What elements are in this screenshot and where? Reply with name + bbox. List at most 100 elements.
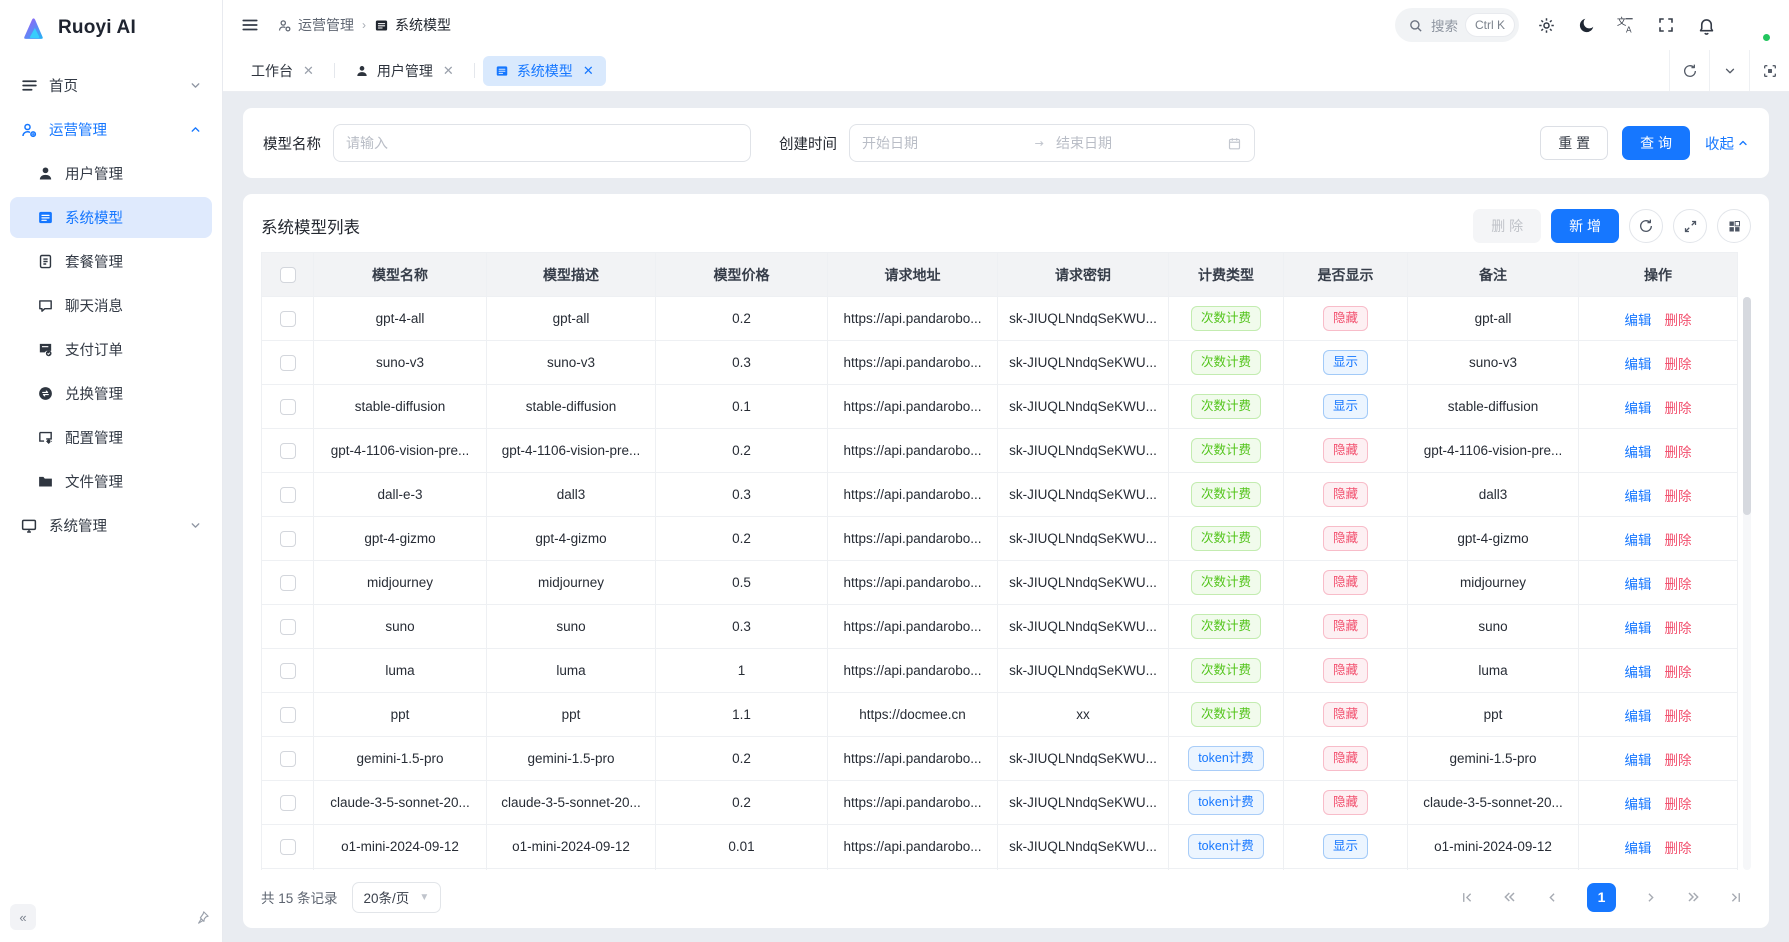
- sidebar-item-payment-orders[interactable]: 支付订单: [10, 329, 212, 370]
- close-icon[interactable]: ✕: [583, 63, 594, 79]
- row-checkbox[interactable]: [280, 575, 296, 591]
- refresh-tab-button[interactable]: [1669, 50, 1709, 91]
- visibility-toggle-badge[interactable]: 隐藏: [1323, 306, 1368, 330]
- visibility-toggle-badge[interactable]: 隐藏: [1323, 438, 1368, 462]
- model-name-input[interactable]: [333, 124, 751, 162]
- sidebar-item-user-management[interactable]: 用户管理: [10, 153, 212, 194]
- visibility-toggle-badge[interactable]: 隐藏: [1323, 702, 1368, 726]
- sidebar-group-system-management[interactable]: 系统管理: [10, 505, 212, 546]
- visibility-toggle-badge[interactable]: 显示: [1323, 350, 1368, 374]
- edit-link[interactable]: 编辑: [1625, 841, 1652, 856]
- tab-system-models[interactable]: 系统模型 ✕: [483, 56, 606, 86]
- row-checkbox[interactable]: [280, 619, 296, 635]
- brand-logo[interactable]: Ruoyi AI: [0, 0, 222, 53]
- edit-link[interactable]: 编辑: [1625, 357, 1652, 372]
- page-size-select[interactable]: 20条/页 ▼: [352, 882, 442, 913]
- page-1-button[interactable]: 1: [1587, 883, 1616, 912]
- sidebar-group-operations[interactable]: 运营管理: [10, 109, 212, 150]
- row-checkbox[interactable]: [280, 707, 296, 723]
- date-range-picker[interactable]: 开始日期 结束日期: [849, 124, 1255, 162]
- row-checkbox[interactable]: [280, 399, 296, 415]
- edit-link[interactable]: 编辑: [1625, 533, 1652, 548]
- table-fullscreen-button[interactable]: [1673, 209, 1707, 243]
- query-button[interactable]: 查 询: [1622, 126, 1690, 160]
- sidebar-collapse-button[interactable]: «: [10, 904, 36, 930]
- notifications-bell-button[interactable]: [1693, 12, 1719, 38]
- prev-jump-button[interactable]: [1502, 889, 1518, 905]
- visibility-toggle-badge[interactable]: 显示: [1323, 834, 1368, 858]
- delete-link[interactable]: 删除: [1665, 401, 1692, 416]
- delete-link[interactable]: 删除: [1665, 665, 1692, 680]
- close-icon[interactable]: ✕: [443, 63, 454, 79]
- refresh-table-button[interactable]: [1629, 209, 1663, 243]
- edit-link[interactable]: 编辑: [1625, 797, 1652, 812]
- dark-mode-moon-button[interactable]: [1573, 12, 1599, 38]
- add-button[interactable]: 新 增: [1551, 209, 1619, 243]
- column-settings-button[interactable]: [1717, 209, 1751, 243]
- sidebar-item-redeem-management[interactable]: 兑换管理: [10, 373, 212, 414]
- row-checkbox[interactable]: [280, 839, 296, 855]
- visibility-toggle-badge[interactable]: 隐藏: [1323, 658, 1368, 682]
- sidebar-item-system-models[interactable]: 系统模型: [10, 197, 212, 238]
- edit-link[interactable]: 编辑: [1625, 313, 1652, 328]
- fullscreen-button[interactable]: [1653, 12, 1679, 38]
- edit-link[interactable]: 编辑: [1625, 709, 1652, 724]
- delete-link[interactable]: 删除: [1665, 709, 1692, 724]
- visibility-toggle-badge[interactable]: 显示: [1323, 394, 1368, 418]
- edit-link[interactable]: 编辑: [1625, 489, 1652, 504]
- row-checkbox[interactable]: [280, 487, 296, 503]
- delete-link[interactable]: 删除: [1665, 445, 1692, 460]
- collapse-filter-link[interactable]: 收起: [1705, 133, 1749, 154]
- tab-menu-chevron-button[interactable]: [1709, 50, 1749, 91]
- settings-gear-button[interactable]: [1533, 12, 1559, 38]
- visibility-toggle-badge[interactable]: 隐藏: [1323, 614, 1368, 638]
- edit-link[interactable]: 编辑: [1625, 621, 1652, 636]
- prev-page-button[interactable]: [1545, 890, 1560, 905]
- delete-link[interactable]: 删除: [1665, 533, 1692, 548]
- close-icon[interactable]: ✕: [303, 63, 314, 79]
- sidebar-item-file-management[interactable]: 文件管理: [10, 461, 212, 502]
- edit-link[interactable]: 编辑: [1625, 445, 1652, 460]
- row-checkbox[interactable]: [280, 355, 296, 371]
- delete-link[interactable]: 删除: [1665, 489, 1692, 504]
- delete-link[interactable]: 删除: [1665, 797, 1692, 812]
- sidebar-item-config-management[interactable]: 配置管理: [10, 417, 212, 458]
- delete-link[interactable]: 删除: [1665, 841, 1692, 856]
- sidebar-item-chat-messages[interactable]: 聊天消息: [10, 285, 212, 326]
- row-checkbox[interactable]: [280, 443, 296, 459]
- edit-link[interactable]: 编辑: [1625, 401, 1652, 416]
- table-scrollbar-thumb[interactable]: [1743, 297, 1751, 515]
- bulk-delete-button[interactable]: 删 除: [1473, 209, 1541, 243]
- edit-link[interactable]: 编辑: [1625, 665, 1652, 680]
- edit-link[interactable]: 编辑: [1625, 753, 1652, 768]
- row-checkbox[interactable]: [280, 311, 296, 327]
- tab-workbench[interactable]: 工作台 ✕: [239, 56, 326, 86]
- row-checkbox[interactable]: [280, 795, 296, 811]
- delete-link[interactable]: 删除: [1665, 313, 1692, 328]
- last-page-button[interactable]: [1728, 890, 1743, 905]
- row-checkbox[interactable]: [280, 531, 296, 547]
- user-avatar[interactable]: [1737, 8, 1771, 42]
- visibility-toggle-badge[interactable]: 隐藏: [1323, 482, 1368, 506]
- delete-link[interactable]: 删除: [1665, 357, 1692, 372]
- delete-link[interactable]: 删除: [1665, 753, 1692, 768]
- reset-button[interactable]: 重 置: [1540, 126, 1608, 160]
- delete-link[interactable]: 删除: [1665, 577, 1692, 592]
- next-page-button[interactable]: [1643, 890, 1658, 905]
- row-checkbox[interactable]: [280, 663, 296, 679]
- sidebar-item-home[interactable]: 首页: [10, 65, 212, 106]
- breadcrumb-parent[interactable]: 运营管理: [277, 15, 354, 35]
- tab-user-management[interactable]: 用户管理 ✕: [343, 56, 466, 86]
- breadcrumb-current[interactable]: 系统模型: [374, 15, 451, 35]
- visibility-toggle-badge[interactable]: 隐藏: [1323, 570, 1368, 594]
- visibility-toggle-badge[interactable]: 隐藏: [1323, 790, 1368, 814]
- visibility-toggle-badge[interactable]: 隐藏: [1323, 526, 1368, 550]
- sidebar-toggle-button[interactable]: [237, 12, 263, 38]
- sidebar-item-package-management[interactable]: 套餐管理: [10, 241, 212, 282]
- language-translate-button[interactable]: 文A: [1613, 12, 1639, 38]
- next-jump-button[interactable]: [1685, 889, 1701, 905]
- content-fullscreen-button[interactable]: [1749, 50, 1789, 91]
- select-all-checkbox[interactable]: [280, 267, 296, 283]
- pin-icon[interactable]: [195, 910, 210, 925]
- row-checkbox[interactable]: [280, 751, 296, 767]
